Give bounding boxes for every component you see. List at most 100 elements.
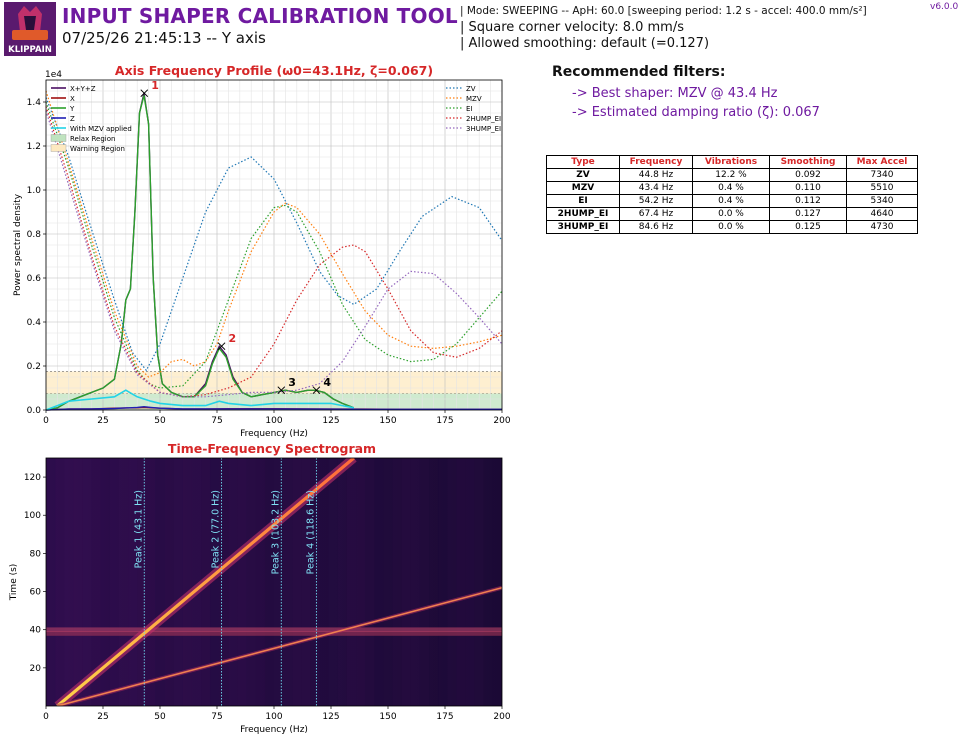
spectrogram-texture — [392, 458, 402, 706]
table-row: EI 54.2 Hz 0.4 % 0.112 5340 — [546, 194, 918, 208]
recommendations-title: Recommended filters: — [552, 64, 726, 80]
psd-xtick-label: 25 — [97, 416, 108, 426]
spectrogram-texture — [456, 458, 466, 706]
spec-xtick-label: 175 — [436, 712, 453, 722]
psd-ytick-label: 0.6 — [27, 274, 42, 284]
damping-ratio-line: -> Estimated damping ratio (ζ): 0.067 — [572, 105, 820, 120]
spec-ytick-label: 100 — [24, 511, 41, 521]
spec-xtick-label: 200 — [493, 712, 510, 722]
psd-xlabel: Frequency (Hz) — [240, 429, 308, 439]
spectrogram-texture — [100, 458, 110, 706]
spectrogram-texture — [91, 458, 101, 706]
legend-entry: Z — [70, 115, 75, 123]
version-label: v6.0.0 — [930, 2, 959, 12]
peak-marker — [217, 342, 226, 351]
peak-label: 1 — [151, 79, 159, 92]
peak-label: 2 — [229, 332, 237, 345]
spectrogram-texture — [492, 458, 502, 706]
spectrogram-texture — [319, 458, 329, 706]
psd-xtick-label: 100 — [265, 416, 282, 426]
psd-xtick-label: 150 — [379, 416, 396, 426]
spectrogram-texture — [374, 458, 384, 706]
psd-xtick-label: 125 — [322, 416, 339, 426]
psd-series-line — [45, 106, 503, 398]
spectrogram-texture — [356, 458, 366, 706]
psd-xtick-label: 0 — [43, 416, 49, 426]
spectrogram-texture — [64, 458, 74, 706]
spectrogram-texture — [146, 458, 156, 706]
psd-xtick-label: 50 — [154, 416, 166, 426]
psd-series-line — [45, 97, 503, 372]
legend-entry: EI — [466, 105, 473, 113]
spectrogram-texture — [474, 458, 484, 706]
spectrogram-texture — [191, 458, 202, 706]
spectrogram-texture — [46, 458, 56, 706]
legend-entry: MZV — [466, 95, 482, 103]
klippain-logo: KLIPPAIN — [4, 2, 56, 56]
table-cell: 4730 — [846, 220, 918, 234]
spectrogram-texture — [283, 458, 293, 706]
table-row: MZV 43.4 Hz 0.4 % 0.110 5510 — [546, 181, 918, 195]
spectrogram-texture — [109, 458, 119, 706]
spectrogram-texture — [438, 458, 448, 706]
psd-title: Axis Frequency Profile (ω0=43.1Hz, ζ=0.0… — [115, 63, 433, 78]
spectrogram-texture — [301, 458, 311, 706]
legend-entry: 3HUMP_EI — [466, 125, 501, 133]
peak-marker — [312, 386, 321, 395]
table-row: 3HUMP_EI 84.6 Hz 0.0 % 0.125 4730 — [546, 220, 918, 234]
peak-label: 3 — [288, 376, 296, 389]
legend-entry: ZV — [466, 85, 476, 93]
legend-entry: With MZV applied — [70, 125, 132, 133]
legend-swatch — [50, 134, 67, 142]
psd-xtick-label: 75 — [211, 416, 222, 426]
spectrogram-texture — [410, 458, 420, 706]
psd-series-line — [45, 405, 502, 411]
psd-ytick-label: 1.4 — [27, 98, 42, 108]
spectrogram-texture — [137, 458, 147, 706]
legend-entry: 2HUMP_EI — [466, 115, 501, 123]
psd-ytick-label: 0.2 — [27, 362, 41, 372]
legend-swatch — [50, 144, 67, 152]
peak-marker — [140, 89, 149, 98]
spectrogram-texture — [274, 458, 284, 706]
spec-ytick-label: 40 — [30, 626, 42, 636]
psd-xtick-label: 200 — [493, 416, 510, 426]
spec-title: Time-Frequency Spectrogram — [168, 441, 376, 456]
spectrogram-texture — [401, 458, 411, 706]
spectrogram-texture — [237, 458, 247, 706]
spectrogram-texture — [155, 458, 165, 706]
spectrogram-texture — [483, 458, 493, 706]
psd-ylabel: Power spectral density — [13, 193, 23, 296]
psd-series-line — [45, 101, 503, 389]
app-subtitle: 07/25/26 21:45:13 -- Y axis — [62, 29, 266, 47]
spectrogram-texture — [55, 458, 65, 706]
spectrogram-texture — [383, 458, 393, 706]
spectrogram-texture — [82, 458, 92, 706]
spec-ytick-label: 20 — [30, 664, 42, 674]
spectrogram-texture — [328, 458, 338, 706]
peak-line-label: Peak 2 (77.0 Hz) — [211, 490, 222, 568]
legend-entry: Y — [69, 105, 75, 113]
spectrogram-texture — [173, 458, 183, 706]
psd-xtick-label: 175 — [436, 416, 453, 426]
peak-line-label: Peak 1 (43.1 Hz) — [133, 490, 144, 568]
legend-entry: X — [70, 95, 75, 103]
sweep-line — [56, 458, 355, 706]
spectrogram-texture — [255, 458, 265, 706]
spectrogram-texture — [310, 458, 320, 706]
psd-ytick-label: 0.8 — [27, 230, 42, 240]
peak-line-label: Peak 4 (118.6 Hz) — [305, 490, 316, 574]
spec-xtick-label: 150 — [379, 712, 396, 722]
peak-line-label: Peak 3 (103.2 Hz) — [270, 490, 281, 574]
spec-xtick-label: 25 — [97, 712, 108, 722]
spec-ytick-label: 60 — [30, 588, 42, 598]
spectrogram-texture — [447, 458, 457, 706]
spec-xtick-label: 100 — [265, 712, 282, 722]
psd-chart: 1 2 3 4 0 25 50 75 100 125 150 175 200 0.0 0.2 0.4 0.6 0.… — [13, 63, 511, 439]
mode-line: | Mode: SWEEPING -- ApH: 60.0 [sweeping … — [460, 5, 867, 17]
logo-text: KLIPPAIN — [8, 45, 52, 55]
peak-label: 4 — [323, 376, 331, 389]
sweep-line — [57, 586, 502, 706]
spectrogram-texture — [292, 458, 302, 706]
